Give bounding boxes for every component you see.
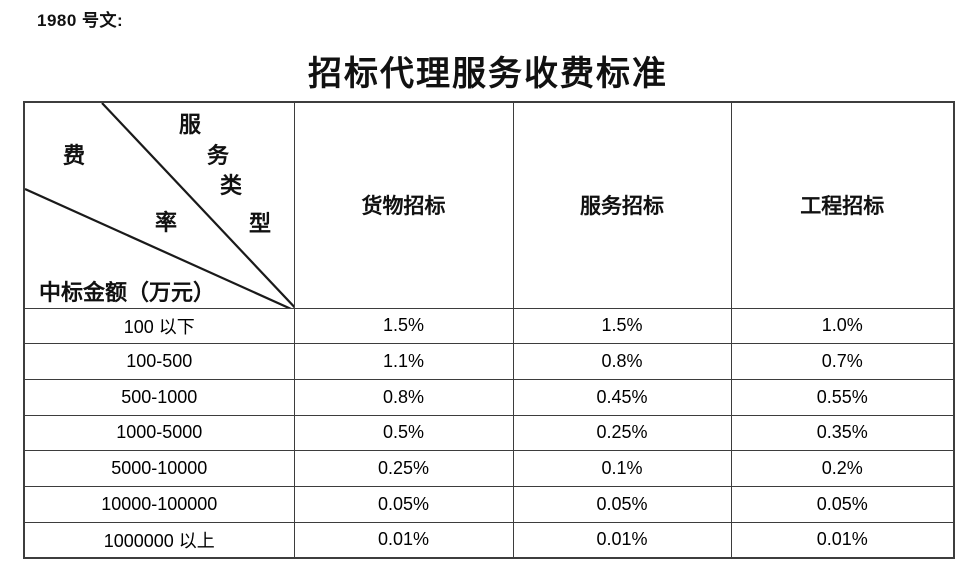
- fee-rate-cell: 0.2%: [730, 450, 955, 487]
- fee-rate-cell: 1.5%: [293, 307, 514, 345]
- table-row: 1000-5000 0.5% 0.25% 0.35%: [23, 414, 955, 452]
- doc-number-label: 1980 号文:: [37, 11, 124, 30]
- corner-rate-char: 率: [155, 210, 178, 235]
- fee-rate-cell: 1.0%: [730, 307, 955, 345]
- fee-rate-cell: 0.55%: [730, 378, 955, 416]
- amount-range-cell: 10000-100000: [23, 485, 295, 523]
- fee-rate-cell: 0.45%: [512, 378, 732, 416]
- column-header-service-bidding: 服务招标: [512, 101, 732, 309]
- fee-rate-cell: 0.05%: [512, 485, 732, 523]
- table-row: 5000-10000 0.25% 0.1% 0.2%: [23, 450, 955, 487]
- amount-range-cell: 1000-5000: [23, 414, 295, 452]
- fee-standard-table: 服 务 类 型 费 率 中标金额（万元） 货物招标 服务招标 工程招标 100 …: [23, 101, 955, 559]
- column-header-engineering-bidding: 工程招标: [730, 101, 955, 309]
- diagonal-lines: [25, 103, 293, 307]
- fee-rate-cell: 0.01%: [730, 521, 955, 559]
- corner-amount-label: 中标金额（万元）: [39, 280, 216, 305]
- table-row: 10000-100000 0.05% 0.05% 0.05%: [23, 485, 955, 523]
- fee-rate-cell: 0.25%: [293, 450, 514, 487]
- fee-rate-cell: 0.7%: [730, 343, 955, 380]
- fee-rate-cell: 0.8%: [512, 343, 732, 380]
- diagonal-header-cell: 服 务 类 型 费 率 中标金额（万元）: [23, 101, 295, 309]
- fee-rate-cell: 1.5%: [512, 307, 732, 345]
- fee-rate-cell: 0.01%: [512, 521, 732, 559]
- corner-service-type-char-2: 务: [207, 143, 230, 168]
- header-row: 服 务 类 型 费 率 中标金额（万元） 货物招标 服务招标 工程招标: [23, 101, 955, 309]
- corner-fee-char: 费: [63, 143, 86, 168]
- fee-rate-cell: 0.8%: [293, 378, 514, 416]
- amount-range-cell: 5000-10000: [23, 450, 295, 487]
- table-row: 500-1000 0.8% 0.45% 0.55%: [23, 378, 955, 416]
- corner-service-type-char-1: 服: [179, 112, 202, 137]
- fee-rate-cell: 0.5%: [293, 414, 514, 452]
- table-row: 1000000 以上 0.01% 0.01% 0.01%: [23, 521, 955, 559]
- page-title: 招标代理服务收费标准: [308, 56, 668, 93]
- corner-service-type-char-4: 型: [249, 211, 272, 236]
- fee-rate-cell: 0.1%: [512, 450, 732, 487]
- amount-range-cell: 1000000 以上: [23, 521, 295, 559]
- fee-rate-cell: 0.05%: [293, 485, 514, 523]
- fee-rate-cell: 0.35%: [730, 414, 955, 452]
- fee-rate-cell: 0.25%: [512, 414, 732, 452]
- fee-rate-cell: 0.01%: [293, 521, 514, 559]
- column-header-goods-bidding: 货物招标: [293, 101, 514, 309]
- corner-service-type-char-3: 类: [220, 173, 243, 198]
- fee-rate-cell: 0.05%: [730, 485, 955, 523]
- table-row: 100 以下 1.5% 1.5% 1.0%: [23, 307, 955, 345]
- amount-range-cell: 100 以下: [23, 307, 295, 345]
- amount-range-cell: 500-1000: [23, 378, 295, 416]
- fee-rate-cell: 1.1%: [293, 343, 514, 380]
- table-row: 100-500 1.1% 0.8% 0.7%: [23, 343, 955, 380]
- amount-range-cell: 100-500: [23, 343, 295, 380]
